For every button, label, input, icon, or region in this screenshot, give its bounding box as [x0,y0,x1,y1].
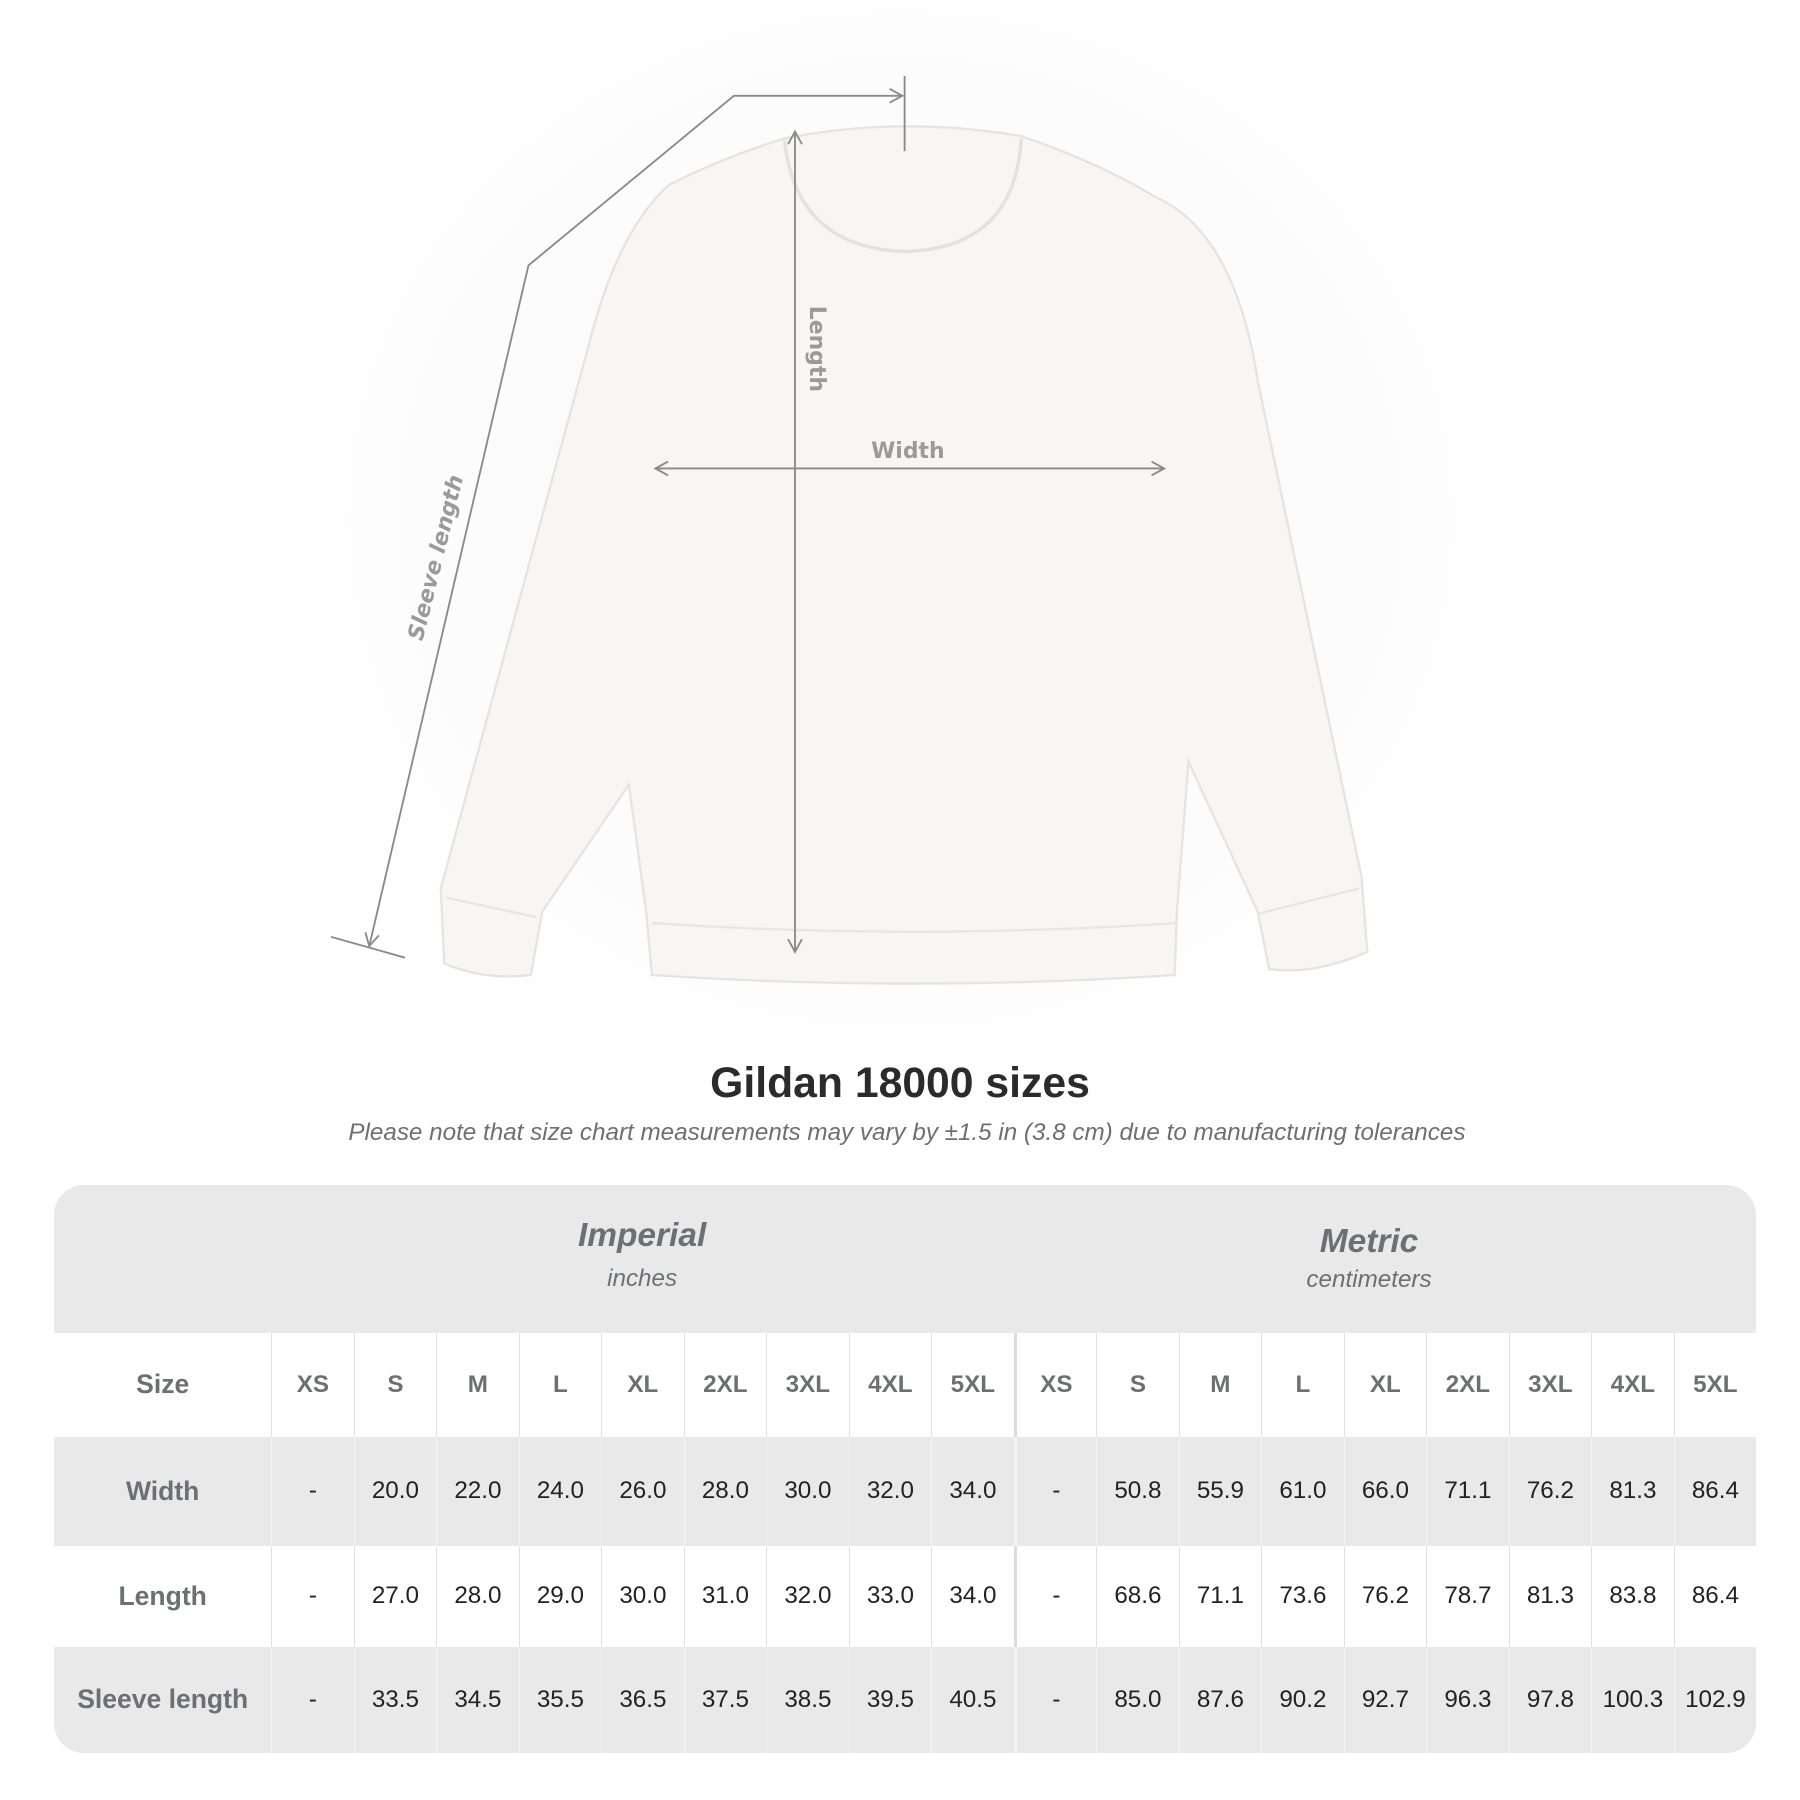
table-cell: - [271,1436,354,1547]
table-cell: 73.6 [1261,1546,1344,1647]
table-cell: 86.4 [1673,1546,1757,1647]
table-cell: 39.5 [848,1646,932,1753]
table-cell: 76.2 [1508,1436,1592,1547]
sleeve-length-line [364,88,905,949]
size-column-header: XS [271,1332,354,1437]
size-column-header: M [436,1332,519,1437]
table-cell: 50.8 [1096,1436,1179,1547]
table-cell: 61.0 [1261,1436,1344,1547]
sweatshirt-diagram: Length Width Sleeve length [330,0,1466,1039]
table-cell: 24.0 [518,1436,602,1547]
table-cell: 33.0 [848,1546,932,1647]
table-cell: 32.0 [848,1436,932,1547]
table-cell: 34.5 [436,1646,519,1753]
size-column-header: 4XL [1591,1332,1674,1437]
row-label: Sleeve length [77,1684,249,1715]
table-row-sleeve-length: Sleeve length -33.5 34.5 35.5 36.5 37.5 38.5 39… [54,1646,1757,1753]
table-cell: 34.0 [931,1436,1014,1547]
page-title: Gildan 18000 sizes [710,1059,1090,1108]
table-cell: 85.0 [1096,1646,1179,1753]
size-column-header: XL [1343,1332,1427,1437]
table-cell: 36.5 [601,1646,684,1753]
length-label: Length [804,306,829,392]
table-cell: 97.8 [1508,1646,1592,1753]
size-table: Imperial inches Metric centimeters Size … [54,1185,1757,1753]
table-cell: 20.0 [353,1436,437,1547]
table-cell: 68.6 [1096,1546,1179,1647]
table-cell: 34.0 [931,1546,1014,1647]
size-column-header: 5XL [1673,1332,1757,1437]
table-cell: 30.0 [601,1546,684,1647]
metric-unit: centimeters [1306,1265,1432,1293]
size-label: Size [136,1369,190,1400]
sleeve-end-tick [330,936,406,959]
table-cell: 78.7 [1426,1546,1509,1647]
table-cell: 55.9 [1178,1436,1262,1547]
table-cell: 92.7 [1343,1646,1427,1753]
imperial-unit: inches [607,1264,678,1292]
width-label: Width [871,439,944,464]
table-cell: 81.3 [1591,1436,1674,1547]
size-column-header: 2XL [683,1332,767,1437]
imperial-header: Imperial inches [271,1185,1013,1333]
imperial-title: Imperial [577,1217,707,1255]
table-cell: 28.0 [683,1436,767,1547]
table-cell: 32.0 [766,1546,849,1647]
table-cell: 33.5 [353,1646,437,1753]
table-cell: 76.2 [1343,1546,1427,1647]
size-column-header: S [353,1332,437,1437]
table-cell: 30.0 [766,1436,849,1547]
table-cell: 40.5 [931,1646,1014,1753]
row-label: Width [125,1475,200,1506]
table-cell: - [1013,1546,1097,1647]
table-cell: 66.0 [1343,1436,1427,1547]
table-cell: 86.4 [1673,1436,1757,1547]
table-cell: 35.5 [518,1646,602,1753]
table-cell: 22.0 [436,1436,519,1547]
size-column-header: L [1261,1332,1344,1437]
table-cell: 102.9 [1673,1646,1757,1753]
table-cell: 71.1 [1178,1546,1262,1647]
table-cell: 37.5 [683,1646,767,1753]
table-cell: 27.0 [353,1546,437,1647]
table-cell: - [1013,1436,1097,1547]
size-column-header: 5XL [931,1332,1014,1437]
size-column-header: XS [1013,1332,1097,1437]
table-cell: - [271,1546,354,1647]
size-column-header: 2XL [1426,1332,1509,1437]
metric-header: Metric centimeters [1013,1185,1725,1333]
size-column-header: 3XL [1508,1332,1592,1437]
size-column-header: M [1178,1332,1262,1437]
table-row-length: Length -27.0 28.0 29.0 30.0 31.0 32.0 33.0 34.0-… [54,1546,1757,1647]
measurement-lines [330,76,1167,959]
size-column-header: 3XL [766,1332,849,1437]
table-cell: - [271,1646,354,1753]
size-column-header: S [1096,1332,1179,1437]
size-column-header: L [518,1332,602,1437]
row-label: Length [118,1580,207,1611]
table-cell: 29.0 [518,1546,602,1647]
table-cell: 100.3 [1591,1646,1674,1753]
table-cell: 26.0 [601,1436,684,1547]
table-cell: 71.1 [1426,1436,1509,1547]
size-header-row: Size XS S M L XL 2XL 3XL 4XL 5XL XS S M L XL 2XL 3XL 4XL… [54,1332,1757,1437]
size-column-header: XL [601,1332,684,1437]
size-column-header: 4XL [848,1332,932,1437]
table-cell: - [1013,1646,1097,1753]
table-cell: 38.5 [766,1646,849,1753]
table-cell: 87.6 [1178,1646,1262,1753]
metric-title: Metric [1319,1223,1419,1261]
table-cell: 31.0 [683,1546,767,1647]
table-cell: 96.3 [1426,1646,1509,1753]
table-cell: 81.3 [1508,1546,1592,1647]
table-cell: 28.0 [436,1546,519,1647]
tolerance-note: Please note that size chart measurements… [348,1119,1466,1147]
table-cell: 90.2 [1261,1646,1344,1753]
table-row-width: Width -20.0 22.0 24.0 26.0 28.0 30.0 32.0 34.0-5… [54,1436,1757,1547]
table-cell: 83.8 [1591,1546,1674,1647]
